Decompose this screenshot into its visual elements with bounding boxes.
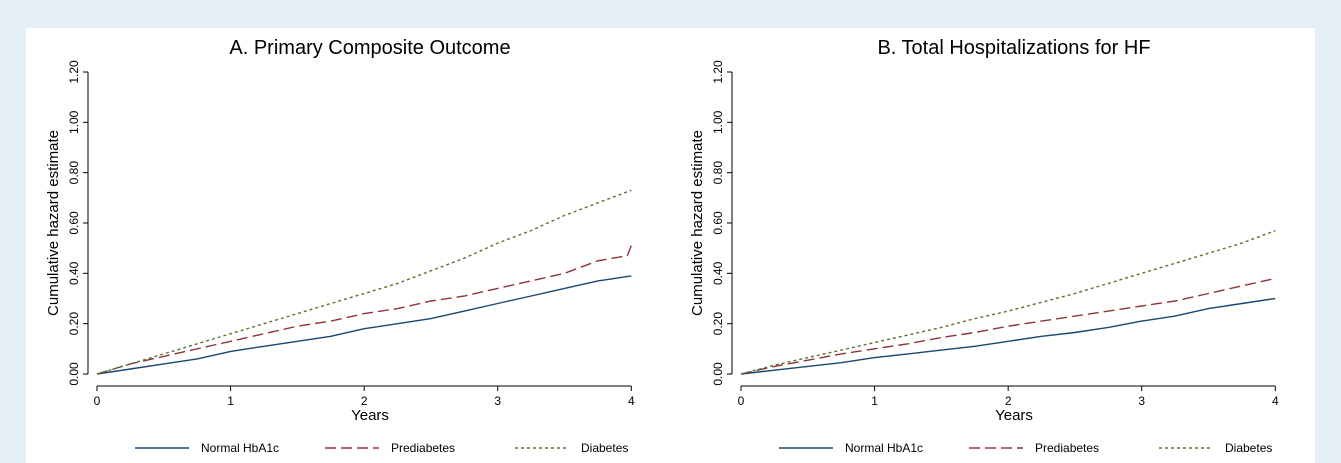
chart-a-title: A. Primary Composite Outcome (229, 37, 510, 59)
chart-a-series-prediabetes (96, 245, 632, 375)
chart-b-y-tick-label: 0.80 (711, 161, 725, 185)
chart-a-y-tick-label: 1.20 (67, 60, 81, 84)
chart-a-y-tick-label: 0.40 (67, 261, 81, 285)
chart-a-legend-label: Normal HbA1c (201, 441, 279, 455)
chart-a-y-tick-label: 0.60 (67, 211, 81, 235)
chart-b-y-tick-label: 0.20 (711, 312, 725, 336)
chart-b-y-tick-label: 0.60 (711, 211, 725, 235)
chart-a-x-tick-label: 3 (494, 394, 501, 408)
chart-b-y-tick-label: 1.20 (711, 60, 725, 84)
chart-b-x-tick-label: 2 (1005, 394, 1012, 408)
chart-a-legend: Normal HbA1c Prediabetes Diabetes (135, 441, 628, 455)
chart-b-title: B. Total Hospitalizations for HF (877, 37, 1150, 59)
chart-a-plot-area (96, 189, 632, 375)
chart-b-series-diabetes (740, 229, 1276, 375)
chart-a-x-tick-label: 4 (628, 394, 635, 408)
chart-b-legend: Normal HbA1c Prediabetes Diabetes (779, 441, 1272, 455)
chart-a-y-tick-label: 0.80 (67, 161, 81, 185)
chart-a-y-axis-label: Cumulative hazard estimate (45, 130, 62, 316)
chart-a-y-tick-label: 1.00 (67, 110, 81, 134)
chart-a-x-tick-label: 1 (227, 394, 234, 408)
chart-a-x-axis-label: Years (351, 407, 389, 424)
chart-b-series-prediabetes (740, 277, 1276, 375)
chart-a-axes: 0.00 0.20 0.40 0.60 0.80 1.00 1.20 0 1 2 3 4 (67, 60, 635, 408)
figure-panel (26, 28, 1315, 463)
chart-b-x-tick-label: 4 (1272, 394, 1279, 408)
chart-b-y-tick-label: 0.40 (711, 261, 725, 285)
chart-b-y-tick-label: 0.00 (711, 362, 725, 386)
chart-b-x-tick-label: 0 (738, 394, 745, 408)
chart-b-legend-label: Diabetes (1225, 441, 1272, 455)
chart-b-series-normal-hba1c (740, 297, 1276, 375)
chart-a-series-normal-hba1c (96, 275, 632, 375)
chart-a: A. Primary Composite Outcome Cumulative … (45, 37, 635, 455)
chart-a-legend-label: Prediabetes (391, 441, 455, 455)
chart-b-axes: 0.00 0.20 0.40 0.60 0.80 1.00 1.20 0 1 2 3 4 (711, 60, 1279, 408)
chart-b-y-tick-label: 1.00 (711, 110, 725, 134)
chart-a-x-tick-label: 0 (94, 394, 101, 408)
chart-a-series-diabetes (96, 189, 632, 375)
chart-b-x-tick-label: 3 (1138, 394, 1145, 408)
chart-a-y-tick-label: 0.20 (67, 312, 81, 336)
chart-a-y-tick-label: 0.00 (67, 362, 81, 386)
chart-a-legend-label: Diabetes (581, 441, 628, 455)
chart-b-x-axis-label: Years (995, 407, 1033, 424)
chart-b-legend-label: Normal HbA1c (845, 441, 923, 455)
chart-a-x-tick-label: 2 (361, 394, 368, 408)
chart-b-x-tick-label: 1 (871, 394, 878, 408)
chart-b-y-axis-label: Cumulative hazard estimate (689, 130, 706, 316)
chart-b-legend-label: Prediabetes (1035, 441, 1099, 455)
chart-b: B. Total Hospitalizations for HF Cumulat… (689, 37, 1279, 455)
chart-b-plot-area (740, 229, 1276, 375)
